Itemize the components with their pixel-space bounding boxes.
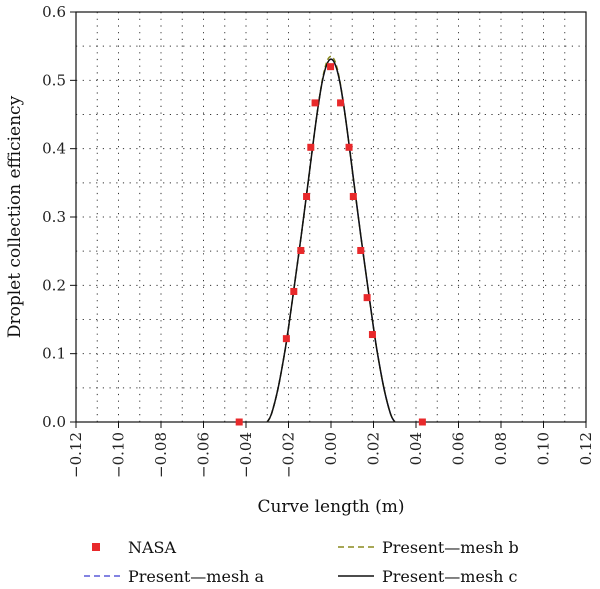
x-tick-label: 0.02 <box>365 432 383 465</box>
axis-ticks <box>70 11 587 428</box>
series-lines <box>266 55 396 423</box>
series-markers <box>235 63 426 426</box>
nasa-data-point <box>357 246 365 254</box>
legend-label-mesh-a: Present—mesh a <box>128 567 265 586</box>
nasa-data-point <box>368 331 376 339</box>
nasa-data-point <box>235 418 243 426</box>
nasa-data-point <box>349 193 357 200</box>
nasa-data-point <box>345 143 353 151</box>
nasa-data-point <box>303 193 311 200</box>
legend-label-nasa: NASA <box>128 538 177 557</box>
grid-lines <box>76 12 586 422</box>
x-tick-label: 0.04 <box>407 432 425 465</box>
series-line-present-mesh-c <box>266 58 396 423</box>
nasa-data-point <box>282 335 290 343</box>
y-axis-title: Droplet collection efficiency <box>5 95 25 338</box>
y-tick-labels: 0.0 0.1 0.2 0.3 0.4 0.5 0.6 <box>42 3 66 431</box>
y-tick-label: 0.5 <box>42 71 66 89</box>
legend: NASA Present—mesh b Present—mesh a Prese… <box>84 538 519 586</box>
x-tick-label: 0.12 <box>577 432 595 465</box>
y-tick-label: 0.0 <box>42 413 66 431</box>
nasa-data-point <box>337 99 345 107</box>
legend-label-mesh-c: Present—mesh c <box>382 567 518 586</box>
x-axis-title: Curve length (m) <box>257 497 404 517</box>
y-tick-label: 0.2 <box>42 276 66 294</box>
x-tick-label: 0.10 <box>535 432 553 465</box>
x-tick-label: −0.08 <box>152 432 170 478</box>
x-tick-label: 0.00 <box>322 432 340 465</box>
nasa-data-point <box>290 287 298 295</box>
nasa-data-point <box>297 246 305 254</box>
nasa-data-point <box>363 294 371 302</box>
x-tick-label: −0.06 <box>195 432 213 478</box>
nasa-data-point <box>311 99 319 107</box>
nasa-data-point <box>327 63 335 71</box>
x-tick-labels: −0.12 −0.10 −0.08 −0.06 −0.04 −0.02 0.00 0.02 0.… <box>67 432 595 478</box>
y-tick-label: 0.6 <box>42 3 66 21</box>
legend-label-mesh-b: Present—mesh b <box>382 538 519 557</box>
x-tick-label: −0.04 <box>237 432 255 478</box>
x-tick-label: −0.10 <box>110 432 128 478</box>
y-tick-label: 0.4 <box>42 140 66 158</box>
nasa-data-point <box>418 418 426 426</box>
legend-swatch-nasa <box>92 543 100 551</box>
x-tick-label: 0.08 <box>492 432 510 465</box>
x-tick-label: −0.02 <box>280 432 298 478</box>
x-tick-label: 0.06 <box>450 432 468 465</box>
y-tick-label: 0.1 <box>42 345 66 363</box>
x-tick-label: −0.12 <box>67 432 85 478</box>
nasa-data-point <box>307 143 315 151</box>
y-tick-label: 0.3 <box>42 208 66 226</box>
